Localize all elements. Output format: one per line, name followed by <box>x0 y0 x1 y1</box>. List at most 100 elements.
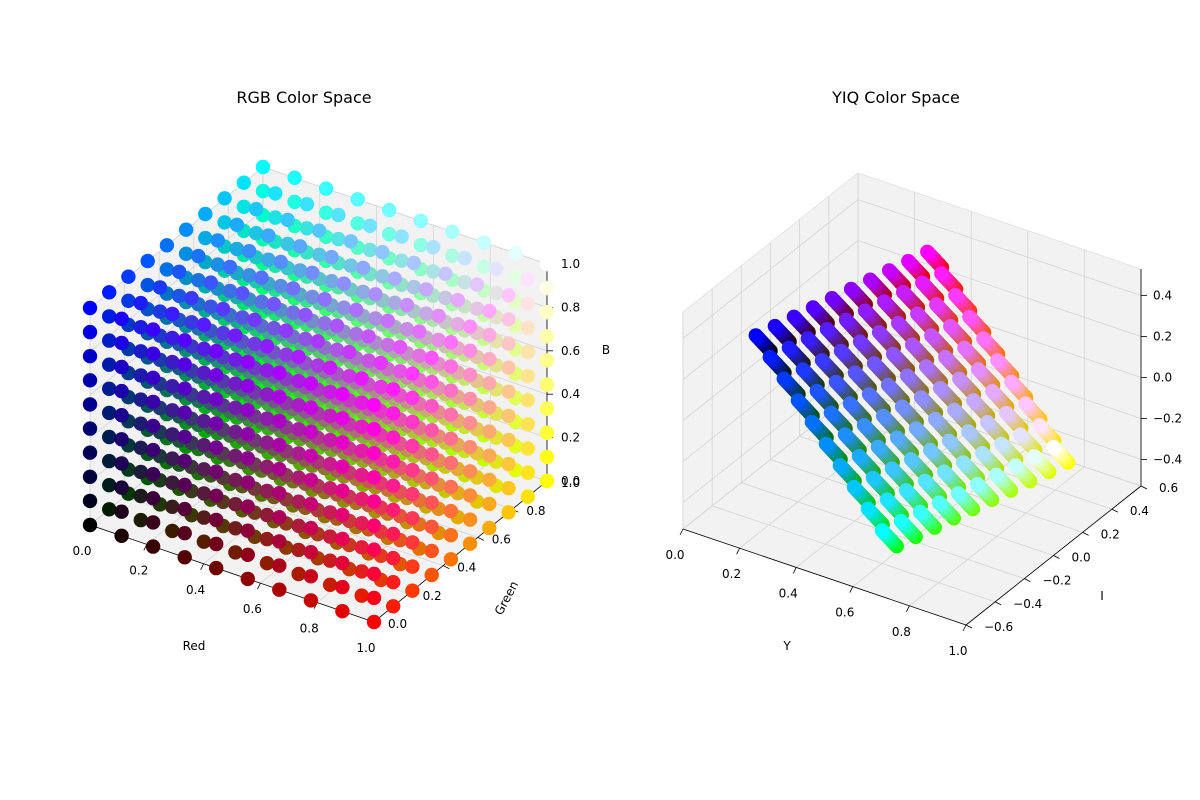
data-point <box>287 170 302 185</box>
data-point <box>228 448 243 464</box>
x-axis-line <box>682 528 967 626</box>
data-point <box>318 205 334 220</box>
data-point <box>322 553 338 568</box>
data-point <box>102 502 117 517</box>
data-point <box>273 278 288 294</box>
data-point <box>520 368 535 384</box>
data-point <box>857 303 873 318</box>
data-point <box>217 191 232 206</box>
data-point <box>901 253 916 269</box>
z-tick-label: 1.0 <box>561 257 580 271</box>
data-point <box>795 362 811 377</box>
data-point <box>228 376 243 391</box>
data-point <box>809 383 825 399</box>
data-point <box>228 497 243 512</box>
data-point <box>366 566 382 581</box>
x-tick-label: 0.8 <box>300 622 319 636</box>
y-tick-mark <box>443 565 450 569</box>
data-point <box>354 564 369 579</box>
data-point <box>292 239 308 254</box>
x-tick-label: 0.2 <box>722 567 741 581</box>
data-point <box>905 337 920 352</box>
data-point <box>937 464 952 479</box>
data-point <box>366 397 382 413</box>
data-point <box>335 483 350 498</box>
data-point <box>303 448 319 463</box>
data-point <box>209 368 224 383</box>
data-point <box>851 449 867 464</box>
x-tick-label: 0.4 <box>186 583 205 597</box>
z-tick-label: −0.4 <box>1153 452 1182 466</box>
data-point <box>928 411 943 427</box>
data-point <box>102 285 117 300</box>
data-point <box>184 291 199 306</box>
data-point <box>539 280 555 296</box>
z-tick-label: 0.8 <box>561 300 580 314</box>
data-point <box>222 283 238 299</box>
data-point <box>349 302 364 318</box>
data-point <box>292 263 308 278</box>
data-point <box>424 423 439 438</box>
data-point <box>272 534 287 549</box>
data-point <box>303 376 319 391</box>
data-point <box>443 552 459 567</box>
data-point <box>145 467 161 482</box>
data-point <box>805 300 821 315</box>
data-point <box>165 427 180 442</box>
y-tick-label: 0.6 <box>492 532 511 546</box>
data-point <box>999 405 1014 421</box>
data-point <box>209 488 224 503</box>
data-point <box>114 383 129 399</box>
data-point <box>291 518 306 533</box>
data-point <box>235 310 250 325</box>
data-point <box>303 545 319 560</box>
data-point <box>196 462 212 477</box>
data-point <box>387 295 402 310</box>
yiq-subplot: 0.00.20.40.60.81.0−0.6−0.4−0.20.00.20.40… <box>665 88 1182 658</box>
data-point <box>989 467 1004 482</box>
data-point <box>165 379 180 394</box>
data-point <box>322 577 338 592</box>
data-point <box>82 469 98 484</box>
data-point <box>942 433 957 448</box>
data-point <box>386 478 401 493</box>
data-point <box>82 349 98 364</box>
data-point <box>177 381 192 396</box>
data-point <box>209 392 224 407</box>
z-axis-label: B <box>602 343 610 357</box>
data-point <box>322 481 338 496</box>
data-point <box>329 318 345 333</box>
data-point <box>387 271 402 286</box>
data-point <box>951 486 966 501</box>
data-point <box>482 472 497 487</box>
y-tick-mark <box>1053 555 1060 559</box>
data-point <box>884 461 900 476</box>
data-point <box>217 215 232 230</box>
data-point <box>336 300 352 315</box>
data-point <box>114 528 129 543</box>
data-point <box>362 218 378 233</box>
data-point <box>861 387 877 402</box>
data-point <box>285 305 301 320</box>
data-point <box>920 244 935 259</box>
data-point <box>196 438 212 453</box>
data-point <box>355 260 371 276</box>
data-point <box>539 449 555 465</box>
data-point <box>889 430 905 445</box>
data-point <box>354 371 369 386</box>
data-point <box>877 294 892 309</box>
data-point <box>879 492 895 507</box>
z-tick-label: 0.2 <box>561 431 580 445</box>
data-point <box>406 255 422 271</box>
y-tick-mark <box>477 537 484 541</box>
tick-labels: 0.00.20.40.60.81.00.00.20.40.60.81.00.00… <box>72 257 580 655</box>
data-point <box>508 270 523 285</box>
data-point <box>114 311 129 326</box>
data-point <box>923 442 938 458</box>
data-point <box>82 421 98 436</box>
data-point <box>914 390 929 405</box>
data-point <box>501 408 516 424</box>
data-point <box>425 264 441 279</box>
data-point <box>818 436 834 451</box>
